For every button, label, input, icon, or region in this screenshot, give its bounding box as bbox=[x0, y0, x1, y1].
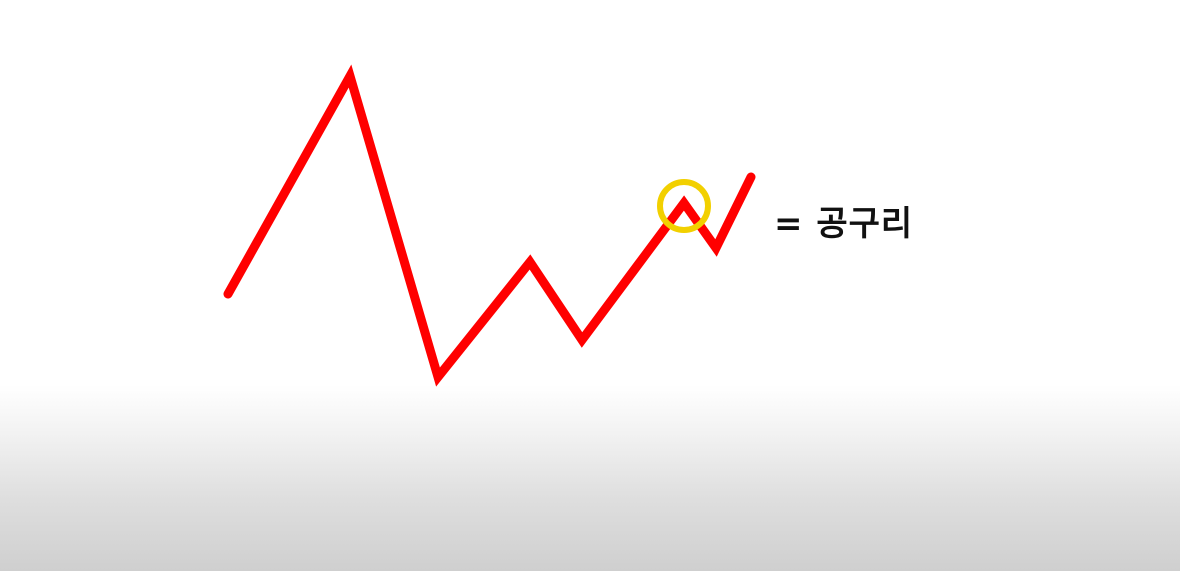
meaning-label: = 공구리 bbox=[774, 204, 914, 244]
highlight-circle-icon bbox=[657, 179, 711, 233]
zigzag-line bbox=[223, 64, 756, 387]
